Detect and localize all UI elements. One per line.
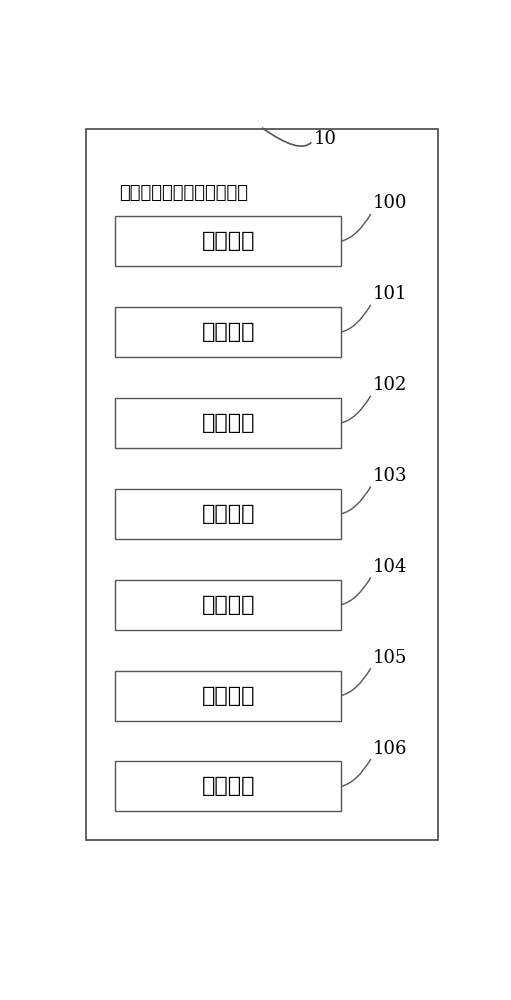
Bar <box>115 580 341 630</box>
Bar <box>115 307 341 357</box>
Text: 离散模块: 离散模块 <box>201 413 255 433</box>
Bar <box>115 489 341 539</box>
Text: 计算模块: 计算模块 <box>201 504 255 524</box>
Text: 判断模块: 判断模块 <box>201 686 255 706</box>
Text: 105: 105 <box>373 649 407 667</box>
Text: 避让模块: 避让模块 <box>201 776 255 796</box>
Bar <box>86 129 438 840</box>
Text: 10: 10 <box>313 130 336 148</box>
Text: 104: 104 <box>373 558 407 576</box>
Text: 103: 103 <box>373 467 407 485</box>
Text: 106: 106 <box>373 740 407 758</box>
Text: 102: 102 <box>373 376 407 394</box>
Bar <box>115 671 341 721</box>
Text: 100: 100 <box>373 194 407 212</box>
Text: 公共场所人群疏散仿真系统: 公共场所人群疏散仿真系统 <box>120 184 248 202</box>
Bar <box>115 216 341 266</box>
Bar <box>115 761 341 811</box>
Text: 疏散模块: 疏散模块 <box>201 595 255 615</box>
Text: 创建模块: 创建模块 <box>201 231 255 251</box>
Bar <box>115 398 341 448</box>
Text: 101: 101 <box>373 285 407 303</box>
Text: 添加模块: 添加模块 <box>201 322 255 342</box>
